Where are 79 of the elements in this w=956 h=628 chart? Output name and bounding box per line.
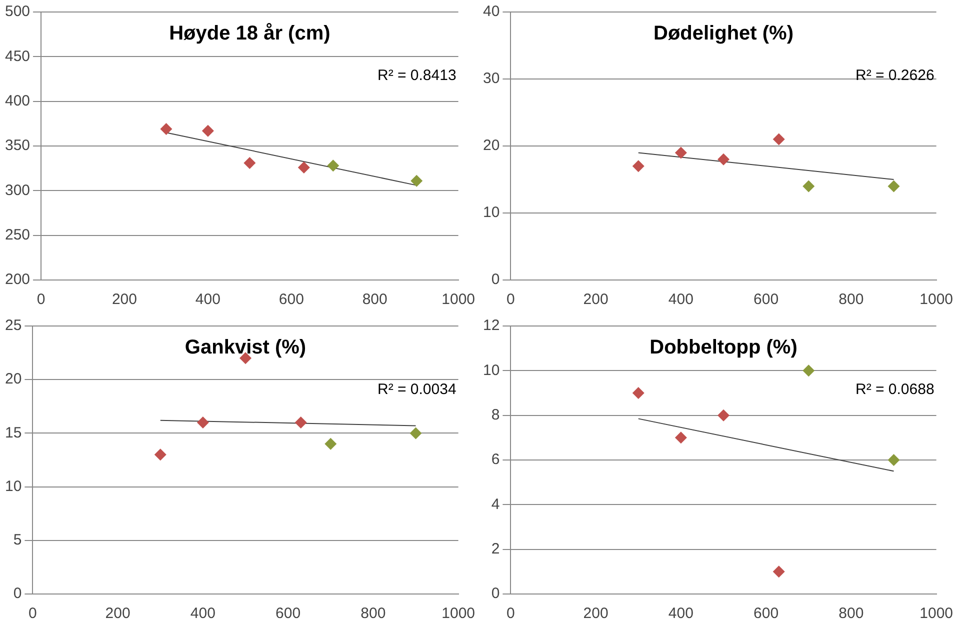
y-tick-label: 20 [4, 370, 22, 388]
y-tick-label: 10 [482, 204, 500, 222]
x-tick-label: 0 [36, 291, 46, 308]
text: Dobbeltopp (%) [650, 336, 798, 359]
x-tick-label: 1000 [442, 291, 476, 308]
point [196, 416, 209, 428]
point [410, 174, 423, 187]
y-tick-label: 0 [491, 271, 500, 288]
point [888, 180, 900, 192]
point [244, 156, 256, 169]
point [160, 123, 172, 136]
point [888, 454, 900, 466]
y-tick-label: 250 [4, 226, 30, 244]
annotation: R² = 0.2626 [856, 67, 934, 84]
y-tick-label: 5 [13, 532, 22, 549]
annotation: R² = 0.0034 [378, 381, 456, 398]
y-tick-label: 300 [4, 182, 30, 199]
text: Dødelighet (%) [654, 22, 794, 45]
point [202, 124, 214, 137]
x-tick-label: 800 [838, 291, 864, 308]
y-tick-label: 40 [482, 3, 500, 20]
y-tick-label: 10 [482, 362, 500, 379]
y-tick-label: 400 [4, 92, 30, 110]
point [772, 566, 785, 578]
y-tick-label: 10 [4, 478, 22, 495]
x-tick-label: 400 [195, 291, 220, 308]
x-tick-label: 400 [668, 605, 694, 622]
y-tick-label: 500 [4, 3, 30, 20]
x-tick-label: 200 [583, 291, 608, 308]
y-tick-label: 6 [491, 451, 500, 468]
y-tick-label: 350 [4, 137, 30, 154]
x-tick-label: 200 [583, 605, 608, 622]
x-tick-label: 800 [360, 605, 386, 622]
point [772, 133, 785, 146]
y-tick-label: 4 [491, 496, 500, 513]
y-tick-label: 15 [4, 424, 22, 442]
y-tick-label: 450 [4, 48, 30, 65]
x-tick-label: 1000 [442, 605, 476, 622]
y-tick-label: 20 [482, 137, 500, 154]
point [718, 409, 730, 422]
point [674, 432, 687, 444]
point [718, 153, 730, 166]
text: Gankvist (%) [184, 336, 306, 359]
annotation: R² = 0.0688 [856, 381, 934, 398]
x-tick-label: 600 [278, 291, 304, 308]
point [410, 427, 422, 440]
text: Høyde 18 år (cm) [169, 22, 330, 45]
y-tick-label: 12 [482, 317, 500, 334]
point [802, 180, 815, 192]
x-tick-label: 800 [838, 605, 864, 622]
x-tick-label: 400 [190, 605, 216, 622]
annotation: R² = 0.8413 [378, 67, 456, 84]
x-tick-label: 0 [506, 605, 515, 622]
point [632, 160, 644, 172]
y-tick-label: 200 [4, 271, 30, 288]
y-tick-label: 8 [491, 406, 500, 424]
x-tick-label: 600 [754, 605, 779, 622]
point [632, 387, 644, 399]
y-tick-label: 2 [491, 540, 500, 558]
point [674, 146, 687, 159]
x-tick-label: 400 [668, 291, 694, 308]
x-tick-label: 1000 [920, 291, 954, 308]
x-tick-label: 1000 [920, 605, 954, 622]
x-tick-label: 0 [506, 291, 515, 308]
y-tick-label: 25 [4, 317, 22, 334]
point [324, 438, 337, 450]
point [327, 160, 340, 172]
x-tick-label: 600 [276, 605, 301, 622]
point [154, 448, 166, 461]
y-tick-label: 30 [482, 70, 500, 88]
y-tick-label: 0 [491, 585, 500, 602]
x-tick-label: 800 [362, 291, 388, 308]
x-tick-label: 200 [112, 291, 137, 308]
x-tick-label: 200 [105, 605, 130, 622]
x-tick-label: 600 [754, 291, 779, 308]
point [298, 161, 310, 174]
point [294, 416, 307, 428]
point [802, 364, 815, 377]
y-tick-label: 0 [13, 585, 22, 602]
